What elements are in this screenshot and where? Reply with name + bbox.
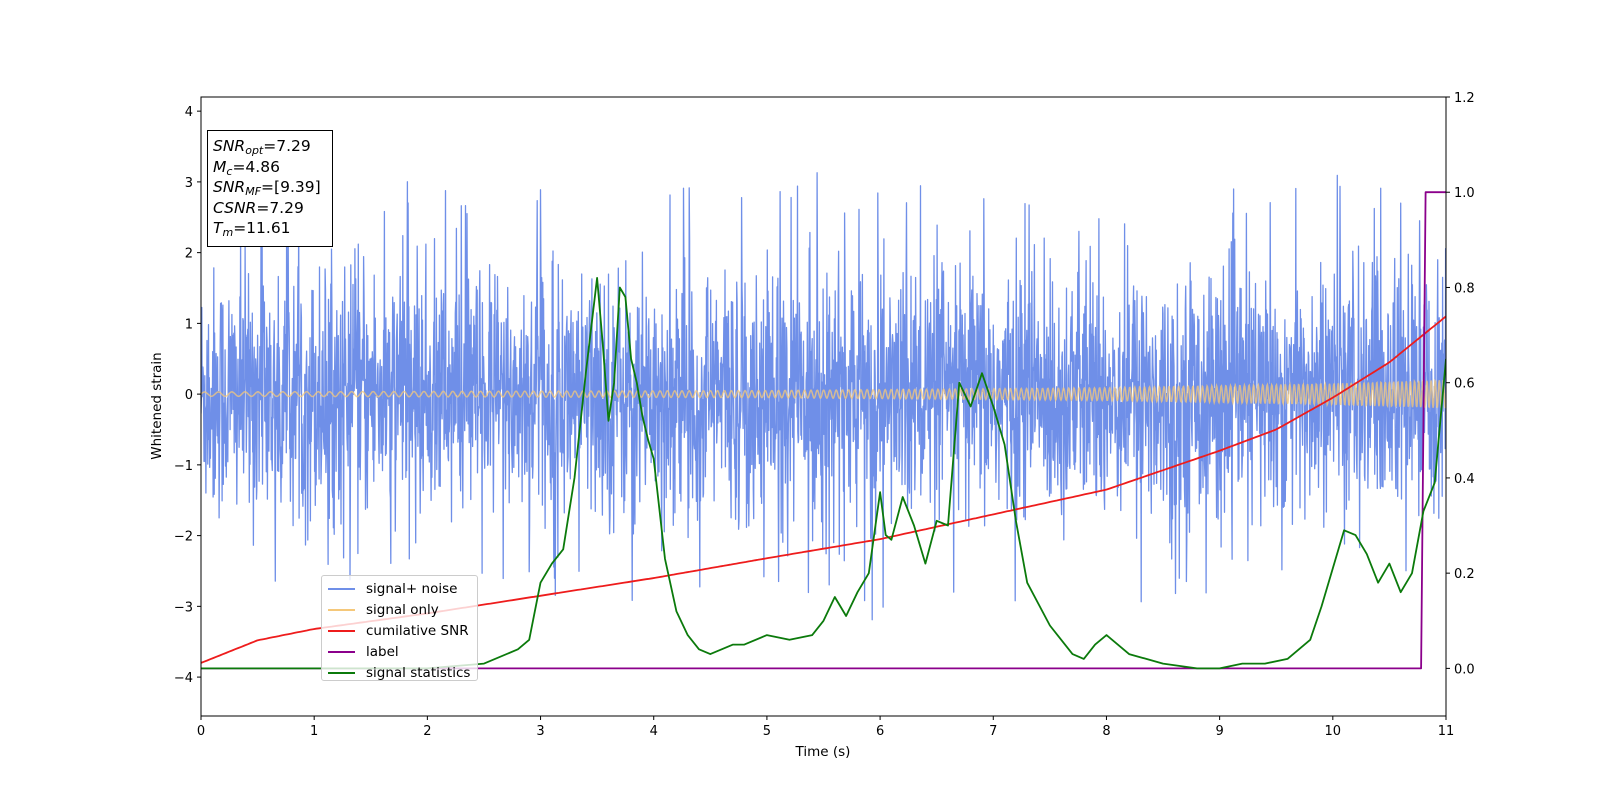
legend-item: label xyxy=(328,641,477,662)
legend-label: signal statistics xyxy=(366,664,471,681)
legend-swatch xyxy=(328,671,355,674)
legend-label: cumilative SNR xyxy=(366,622,469,639)
signal-only-line xyxy=(201,378,1446,409)
csnr-stat: CSNR=7.29 xyxy=(213,198,304,217)
y2-tick-label: 0.2 xyxy=(1454,567,1475,582)
label-line xyxy=(201,191,1446,670)
signal-statistics-line xyxy=(201,277,1446,670)
x-tick-label: 1 xyxy=(310,724,318,739)
y2-tick-label: 1.0 xyxy=(1454,186,1475,201)
y-tick-label: −4 xyxy=(174,671,193,686)
legend-label: signal only xyxy=(366,601,439,618)
y-tick-label: 3 xyxy=(185,176,193,191)
legend-label: label xyxy=(366,643,399,660)
y-tick-label: 4 xyxy=(185,105,193,120)
legend-swatch xyxy=(328,608,355,611)
legend-label: signal+ noise xyxy=(366,580,458,597)
plot-frame xyxy=(200,96,1447,717)
y-tick-label: −1 xyxy=(174,459,193,474)
legend-item: signal only xyxy=(328,599,477,620)
y-tick-label: 0 xyxy=(185,388,193,403)
y2-tick-label: 0.6 xyxy=(1454,377,1475,392)
legend-item: cumilative SNR xyxy=(328,620,477,641)
tm-stat: Tm=11.61 xyxy=(213,219,291,239)
x-tick-label: 8 xyxy=(1102,724,1110,739)
y2-tick-label: 0.8 xyxy=(1454,281,1475,296)
legend: signal+ noise signal only cumilative SNR… xyxy=(321,575,478,681)
legend-item: signal statistics xyxy=(328,662,477,683)
y-axis-label: Whitened strain xyxy=(149,352,165,459)
y-tick-label: 2 xyxy=(185,247,193,262)
chirp-mass-stat: Mc=4.86 xyxy=(213,157,280,178)
legend-swatch xyxy=(328,650,355,653)
y-tick-label: −2 xyxy=(174,530,193,545)
y-tick-label: 1 xyxy=(185,317,193,332)
signal-noise-line xyxy=(201,172,1446,621)
x-tick-label: 4 xyxy=(650,724,658,739)
snr-opt-stat: SNRopt=7.29 xyxy=(213,137,311,157)
y-tick-label: −3 xyxy=(174,600,193,615)
x-tick-label: 2 xyxy=(423,724,431,739)
x-axis-label: Time (s) xyxy=(795,744,851,760)
stats-annotation-box: SNRopt=7.29 Mc=4.86 SNRMF=[9.39] CSNR=7.… xyxy=(207,130,333,247)
x-tick-label: 6 xyxy=(876,724,884,739)
x-tick-label: 3 xyxy=(536,724,544,739)
x-tick-label: 11 xyxy=(1438,724,1455,739)
snr-mf-stat: SNRMF=[9.39] xyxy=(213,178,321,198)
y2-tick-label: 0.4 xyxy=(1454,472,1475,487)
y2-tick-label: 0.0 xyxy=(1454,662,1475,677)
x-tick-label: 10 xyxy=(1325,724,1342,739)
y2-tick-label: 1.2 xyxy=(1454,91,1475,106)
x-tick-label: 0 xyxy=(197,724,205,739)
legend-item: signal+ noise xyxy=(328,578,477,599)
x-tick-label: 9 xyxy=(1215,724,1223,739)
legend-swatch xyxy=(328,587,355,590)
x-tick-label: 7 xyxy=(989,724,997,739)
legend-swatch xyxy=(328,629,355,632)
x-tick-label: 5 xyxy=(763,724,771,739)
